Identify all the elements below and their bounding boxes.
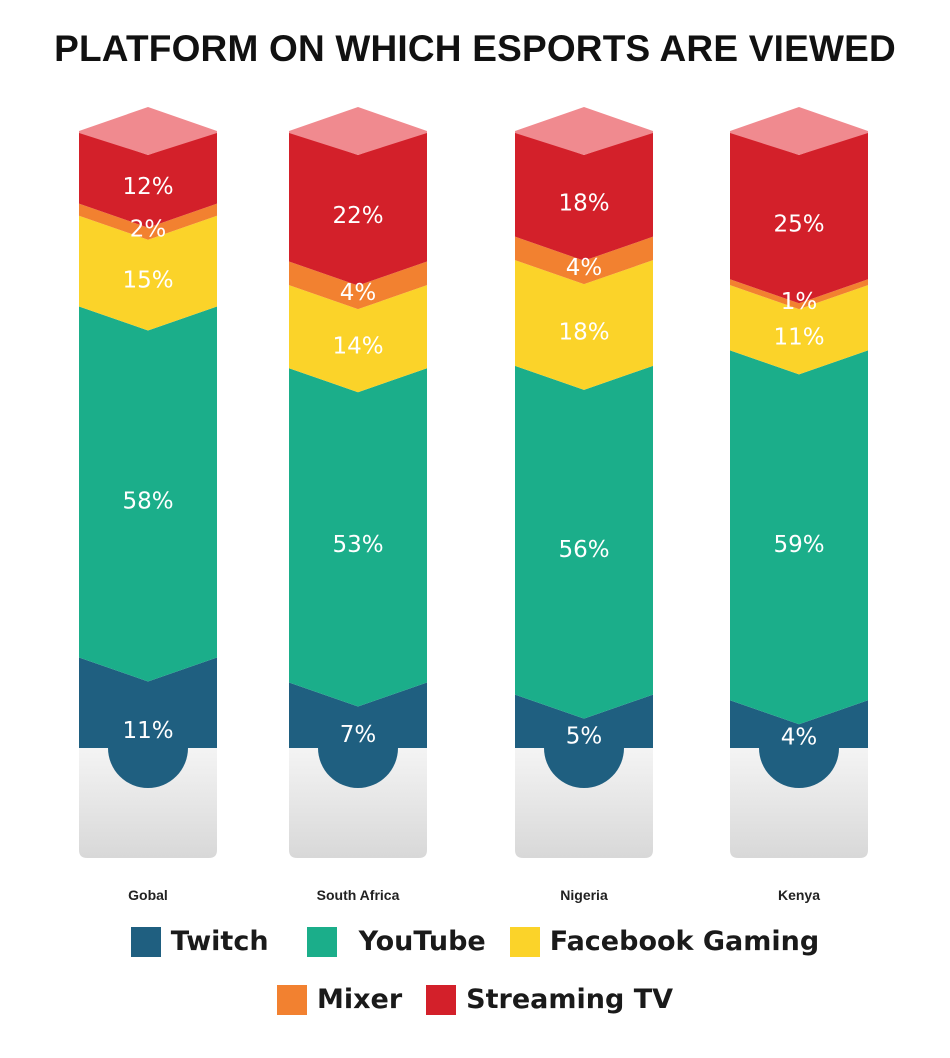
bar-segment-streaming-tv — [289, 131, 427, 286]
column-base — [79, 748, 217, 858]
data-label-streaming-tv: 12% — [122, 174, 173, 200]
bar-segment-mixer — [289, 261, 427, 310]
legend-item-twitch: Twitch — [130, 926, 269, 957]
bar-segment-mixer — [515, 236, 653, 285]
column-notch — [544, 748, 624, 788]
legend-item-youtube: YouTube — [306, 926, 486, 957]
legend-item-streaming-tv: Streaming TV — [426, 984, 673, 1015]
column-cap — [289, 107, 427, 155]
legend-label-facebook-gaming: Facebook Gaming — [549, 926, 820, 957]
legend-swatch-twitch — [130, 926, 161, 957]
legend-swatch-streaming-tv — [426, 984, 457, 1015]
column-base — [515, 748, 653, 858]
data-label-streaming-tv: 18% — [558, 190, 609, 216]
column-cap — [730, 107, 868, 155]
column-south-africa: 7% 53% 14% 4% 22% South Africa — [289, 107, 427, 903]
data-label-youtube: 56% — [558, 537, 609, 563]
bar-segment-youtube — [730, 350, 868, 725]
legend-item-mixer: Mixer — [276, 984, 403, 1015]
data-label-facebook-gaming: 11% — [773, 324, 824, 350]
bar-segment-youtube — [289, 368, 427, 707]
legend-swatch-youtube — [306, 926, 337, 957]
data-label-facebook-gaming: 18% — [558, 320, 609, 346]
data-label-mixer: 1% — [781, 289, 818, 315]
legend-swatch-mixer — [276, 984, 307, 1015]
bar-segment-streaming-tv — [79, 131, 217, 228]
bar-segment-facebook-gaming — [730, 285, 868, 375]
legend-label-youtube: YouTube — [358, 926, 486, 957]
legend-item-facebook-gaming: Facebook Gaming — [509, 926, 820, 957]
data-label-twitch: 7% — [340, 722, 377, 748]
column-base — [730, 748, 868, 858]
column-kenya: 4% 59% 11% 1% 25% Kenya — [730, 107, 868, 903]
bar-segment-facebook-gaming — [79, 215, 217, 331]
column-notch — [759, 748, 839, 788]
data-label-streaming-tv: 25% — [773, 212, 824, 238]
bar-segment-twitch — [289, 682, 427, 748]
legend-label-mixer: Mixer — [316, 984, 403, 1015]
bar-segment-youtube — [79, 306, 217, 682]
data-label-youtube: 53% — [332, 532, 383, 558]
bar-segment-facebook-gaming — [289, 285, 427, 393]
legend-label-streaming-tv: Streaming TV — [466, 984, 674, 1015]
bar-segment-twitch — [79, 657, 217, 748]
bar-segment-mixer — [79, 203, 217, 240]
legend-label-twitch: Twitch — [170, 926, 269, 957]
data-label-youtube: 59% — [773, 532, 824, 558]
category-label: Nigeria — [560, 887, 608, 903]
data-label-facebook-gaming: 14% — [332, 333, 383, 359]
data-label-twitch: 11% — [122, 718, 173, 744]
bar-segment-youtube — [515, 365, 653, 719]
chart-title: PLATFORM ON WHICH ESPORTS ARE VIEWED — [54, 28, 896, 69]
column-notch — [318, 748, 398, 788]
bar-segment-streaming-tv — [515, 131, 653, 261]
data-label-twitch: 5% — [566, 724, 603, 750]
bar-segment-twitch — [515, 694, 653, 748]
legend-row-2: Mixer Streaming TV — [0, 984, 950, 1015]
bar-segment-streaming-tv — [730, 131, 868, 304]
column-cap — [515, 107, 653, 155]
legend-row-1: Twitch YouTube Facebook Gaming — [0, 926, 950, 957]
column-nigeria: 5% 56% 18% 4% 18% Nigeria — [515, 107, 653, 903]
data-label-streaming-tv: 22% — [332, 203, 383, 229]
data-label-mixer: 2% — [130, 216, 167, 242]
bar-segment-twitch — [730, 700, 868, 748]
bar-segment-facebook-gaming — [515, 260, 653, 390]
category-label: South Africa — [317, 887, 400, 903]
bar-segment-mixer — [730, 279, 868, 310]
data-label-youtube: 58% — [122, 489, 173, 515]
data-label-twitch: 4% — [781, 724, 818, 750]
column-notch — [108, 748, 188, 788]
category-label: Kenya — [778, 887, 820, 903]
data-label-mixer: 4% — [566, 255, 603, 281]
data-label-mixer: 4% — [340, 280, 377, 306]
column-cap — [79, 107, 217, 155]
column-gobal: 11% 58% 15% 2% 12% Gobal — [79, 107, 217, 903]
category-label: Gobal — [128, 887, 168, 903]
data-label-facebook-gaming: 15% — [122, 268, 173, 294]
legend-swatch-facebook-gaming — [509, 926, 540, 957]
column-base — [289, 748, 427, 858]
